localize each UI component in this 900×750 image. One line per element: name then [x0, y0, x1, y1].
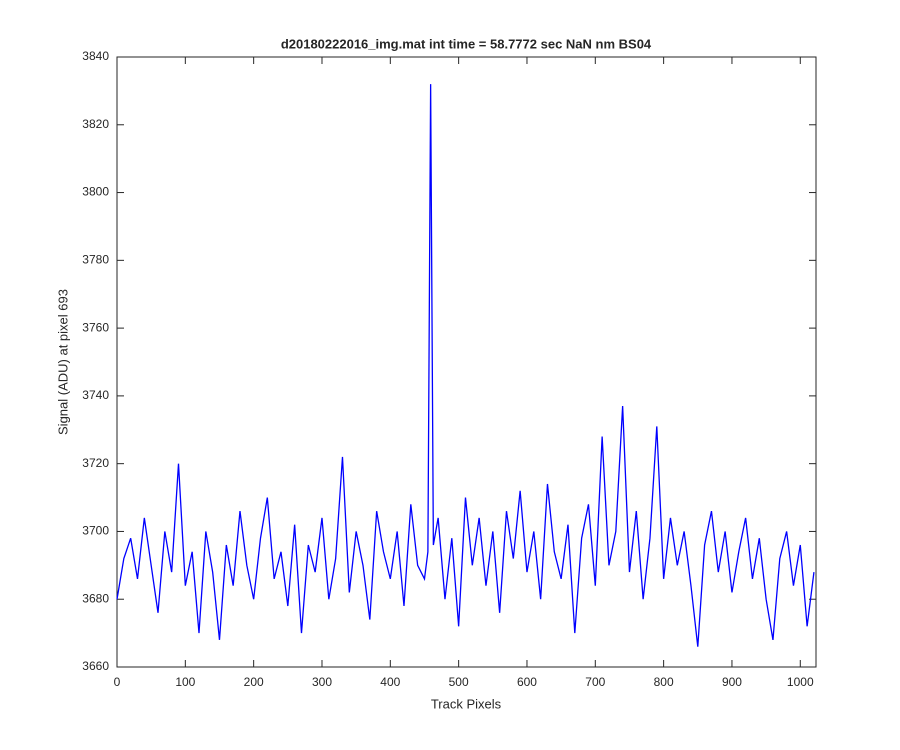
x-tick-label: 800	[654, 675, 674, 689]
y-tick-label: 3740	[82, 388, 109, 402]
y-tick-label: 3680	[82, 591, 109, 605]
y-tick-label: 3800	[82, 185, 109, 199]
y-tick-label: 3660	[82, 659, 109, 673]
x-tick-label: 900	[722, 675, 742, 689]
y-axis-label: Signal (ADU) at pixel 693	[55, 289, 70, 435]
x-tick-label: 600	[517, 675, 537, 689]
y-tick-label: 3820	[82, 117, 109, 131]
x-tick-label: 300	[312, 675, 332, 689]
x-tick-label: 200	[244, 675, 264, 689]
y-tick-label: 3700	[82, 524, 109, 538]
chart-title: d20180222016_img.mat int time = 58.7772 …	[281, 36, 652, 51]
x-tick-label: 400	[380, 675, 400, 689]
data-line	[116, 84, 815, 647]
y-tick-label: 3840	[82, 49, 109, 63]
y-tick-label: 3760	[82, 320, 109, 334]
x-tick-label: 500	[449, 675, 469, 689]
x-tick-label: 700	[585, 675, 605, 689]
y-tick-label: 3780	[82, 253, 109, 267]
x-axis-label: Track Pixels	[431, 696, 502, 711]
axes-box	[116, 56, 817, 668]
y-tick-label: 3720	[82, 456, 109, 470]
x-tick-label: 1000	[787, 675, 814, 689]
x-tick-label: 100	[175, 675, 195, 689]
x-tick-label: 0	[114, 675, 121, 689]
